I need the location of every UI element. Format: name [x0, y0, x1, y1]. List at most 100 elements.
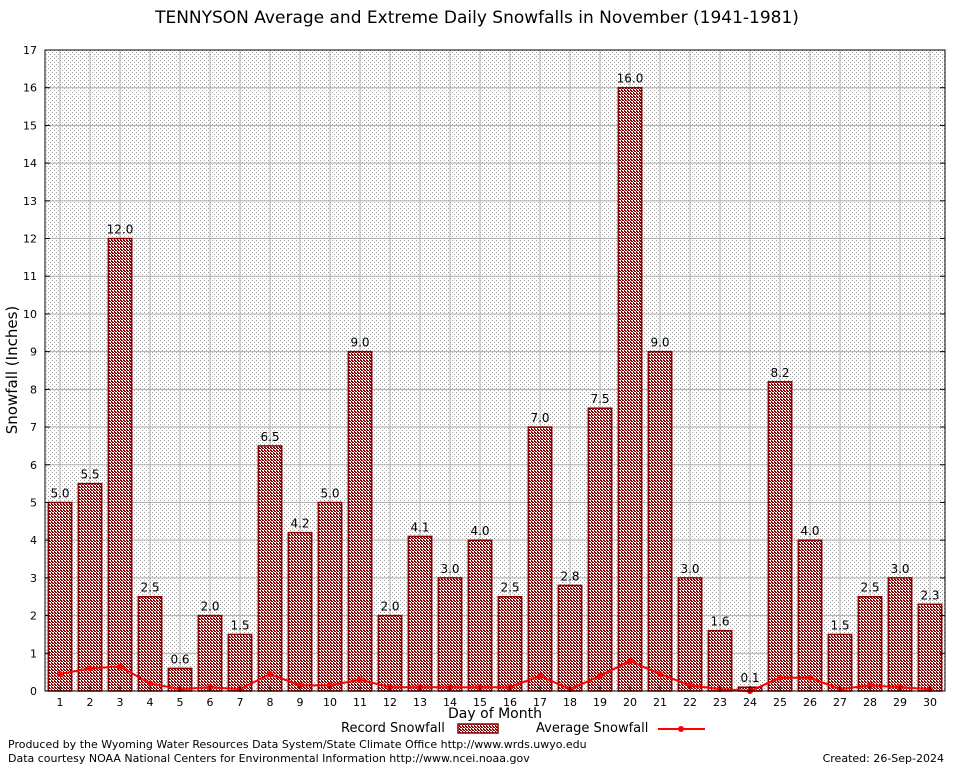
- data-label-day-19: 7.5: [590, 392, 609, 406]
- data-label-day-6: 2.0: [200, 600, 219, 614]
- footer-data-source: Data courtesy NOAA National Centers for …: [8, 752, 530, 765]
- data-label-day-2: 5.5: [80, 468, 99, 482]
- bar-record-day-16: [497, 595, 523, 692]
- average-point-day-28: [867, 682, 873, 689]
- average-point-day-26: [807, 674, 813, 681]
- bar-record-day-15: [467, 539, 493, 692]
- average-point-day-8: [267, 671, 273, 678]
- data-label-day-4: 2.5: [140, 581, 159, 595]
- data-label-day-3: 12.0: [107, 223, 134, 237]
- x-tick-label: 6: [207, 696, 214, 709]
- x-tick-label: 25: [773, 696, 787, 709]
- y-tick-label: 16: [23, 82, 37, 95]
- average-point-day-22: [687, 682, 693, 689]
- footer-producer: Produced by the Wyoming Water Resources …: [8, 738, 587, 751]
- bar-record-day-3: [107, 237, 133, 692]
- x-tick-label: 21: [653, 696, 667, 709]
- x-tick-label: 3: [117, 696, 124, 709]
- x-tick-label: 23: [713, 696, 727, 709]
- data-label-day-17: 7.0: [530, 411, 549, 425]
- x-tick-label: 4: [147, 696, 154, 709]
- bar-record-day-2: [77, 482, 103, 692]
- average-point-day-19: [597, 672, 603, 679]
- bar-record-day-25: [767, 381, 793, 692]
- x-tick-label: 13: [413, 696, 427, 709]
- average-point-day-9: [297, 682, 303, 689]
- x-tick-label: 19: [593, 696, 607, 709]
- bar-record-day-13: [407, 535, 433, 692]
- x-tick-label: 10: [323, 696, 337, 709]
- bar-record-day-27: [827, 633, 853, 692]
- bar-record-day-21: [647, 350, 673, 692]
- x-tick-label: 2: [87, 696, 94, 709]
- data-label-day-12: 2.0: [380, 600, 399, 614]
- x-tick-label: 16: [503, 696, 517, 709]
- x-tick-label: 28: [863, 696, 877, 709]
- plot-area: [45, 50, 945, 691]
- y-tick-label: 15: [23, 119, 37, 132]
- x-tick-label: 9: [297, 696, 304, 709]
- y-tick-label: 1: [30, 647, 37, 660]
- average-point-day-21: [657, 671, 663, 678]
- data-label-day-24: 0.1: [740, 671, 759, 685]
- y-tick-label: 4: [30, 534, 37, 547]
- data-label-day-28: 2.5: [860, 581, 879, 595]
- plot-border: [44, 49, 946, 692]
- data-label-day-21: 9.0: [650, 336, 669, 350]
- bar-record-day-1: [47, 501, 73, 692]
- data-label-day-8: 6.5: [260, 430, 279, 444]
- average-point-day-11: [357, 676, 363, 683]
- y-tick-label: 8: [30, 383, 37, 396]
- legend-average-marker: [678, 726, 684, 732]
- bar-record-day-26: [797, 539, 823, 692]
- data-label-day-30: 2.3: [920, 588, 939, 602]
- bar-record-day-29: [887, 577, 913, 692]
- legend-record-swatch: [457, 723, 499, 734]
- y-tick-label: 2: [30, 610, 37, 623]
- average-point-day-17: [537, 672, 543, 679]
- bar-record-day-11: [347, 350, 373, 692]
- x-tick-label: 11: [353, 696, 367, 709]
- data-label-day-10: 5.0: [320, 486, 339, 500]
- average-point-day-2: [87, 665, 93, 672]
- x-tick-label: 24: [743, 696, 757, 709]
- bar-record-day-9: [287, 531, 313, 692]
- y-tick-label: 12: [23, 233, 37, 246]
- x-tick-label: 17: [533, 696, 547, 709]
- y-tick-label: 10: [23, 308, 37, 321]
- y-tick-label: 6: [30, 459, 37, 472]
- x-tick-label: 12: [383, 696, 397, 709]
- bar-record-day-6: [197, 614, 223, 692]
- y-tick-label: 3: [30, 572, 37, 585]
- legend-record-label: Record Snowfall: [341, 721, 445, 736]
- x-tick-label: 18: [563, 696, 577, 709]
- average-point-day-4: [147, 680, 153, 687]
- average-point-day-1: [57, 671, 63, 678]
- x-tick-label: 1: [57, 696, 64, 709]
- y-axis-label: Snowfall (Inches): [3, 305, 21, 435]
- data-label-day-18: 2.8: [560, 569, 579, 583]
- y-tick-label: 11: [23, 270, 37, 283]
- y-tick-label: 7: [30, 421, 37, 434]
- data-label-day-25: 8.2: [770, 366, 789, 380]
- x-tick-label: 20: [623, 696, 637, 709]
- bar-record-day-22: [677, 577, 703, 692]
- x-tick-label: 5: [177, 696, 184, 709]
- data-label-day-26: 4.0: [800, 524, 819, 538]
- data-label-day-23: 1.6: [710, 615, 729, 629]
- x-tick-label: 30: [923, 696, 937, 709]
- bar-record-day-23: [707, 629, 733, 692]
- y-tick-label: 0: [30, 685, 37, 698]
- bar-record-day-30: [917, 603, 943, 692]
- data-label-day-11: 9.0: [350, 336, 369, 350]
- x-tick-label: 26: [803, 696, 817, 709]
- data-label-day-7: 1.5: [230, 618, 249, 632]
- x-tick-label: 14: [443, 696, 457, 709]
- average-point-day-20: [627, 657, 633, 664]
- footer-created-date: Created: 26-Sep-2024: [822, 752, 944, 765]
- y-tick-label: 14: [23, 157, 37, 170]
- bar-record-day-10: [317, 501, 343, 692]
- bar-record-day-14: [437, 577, 463, 692]
- bar-record-day-7: [227, 633, 253, 692]
